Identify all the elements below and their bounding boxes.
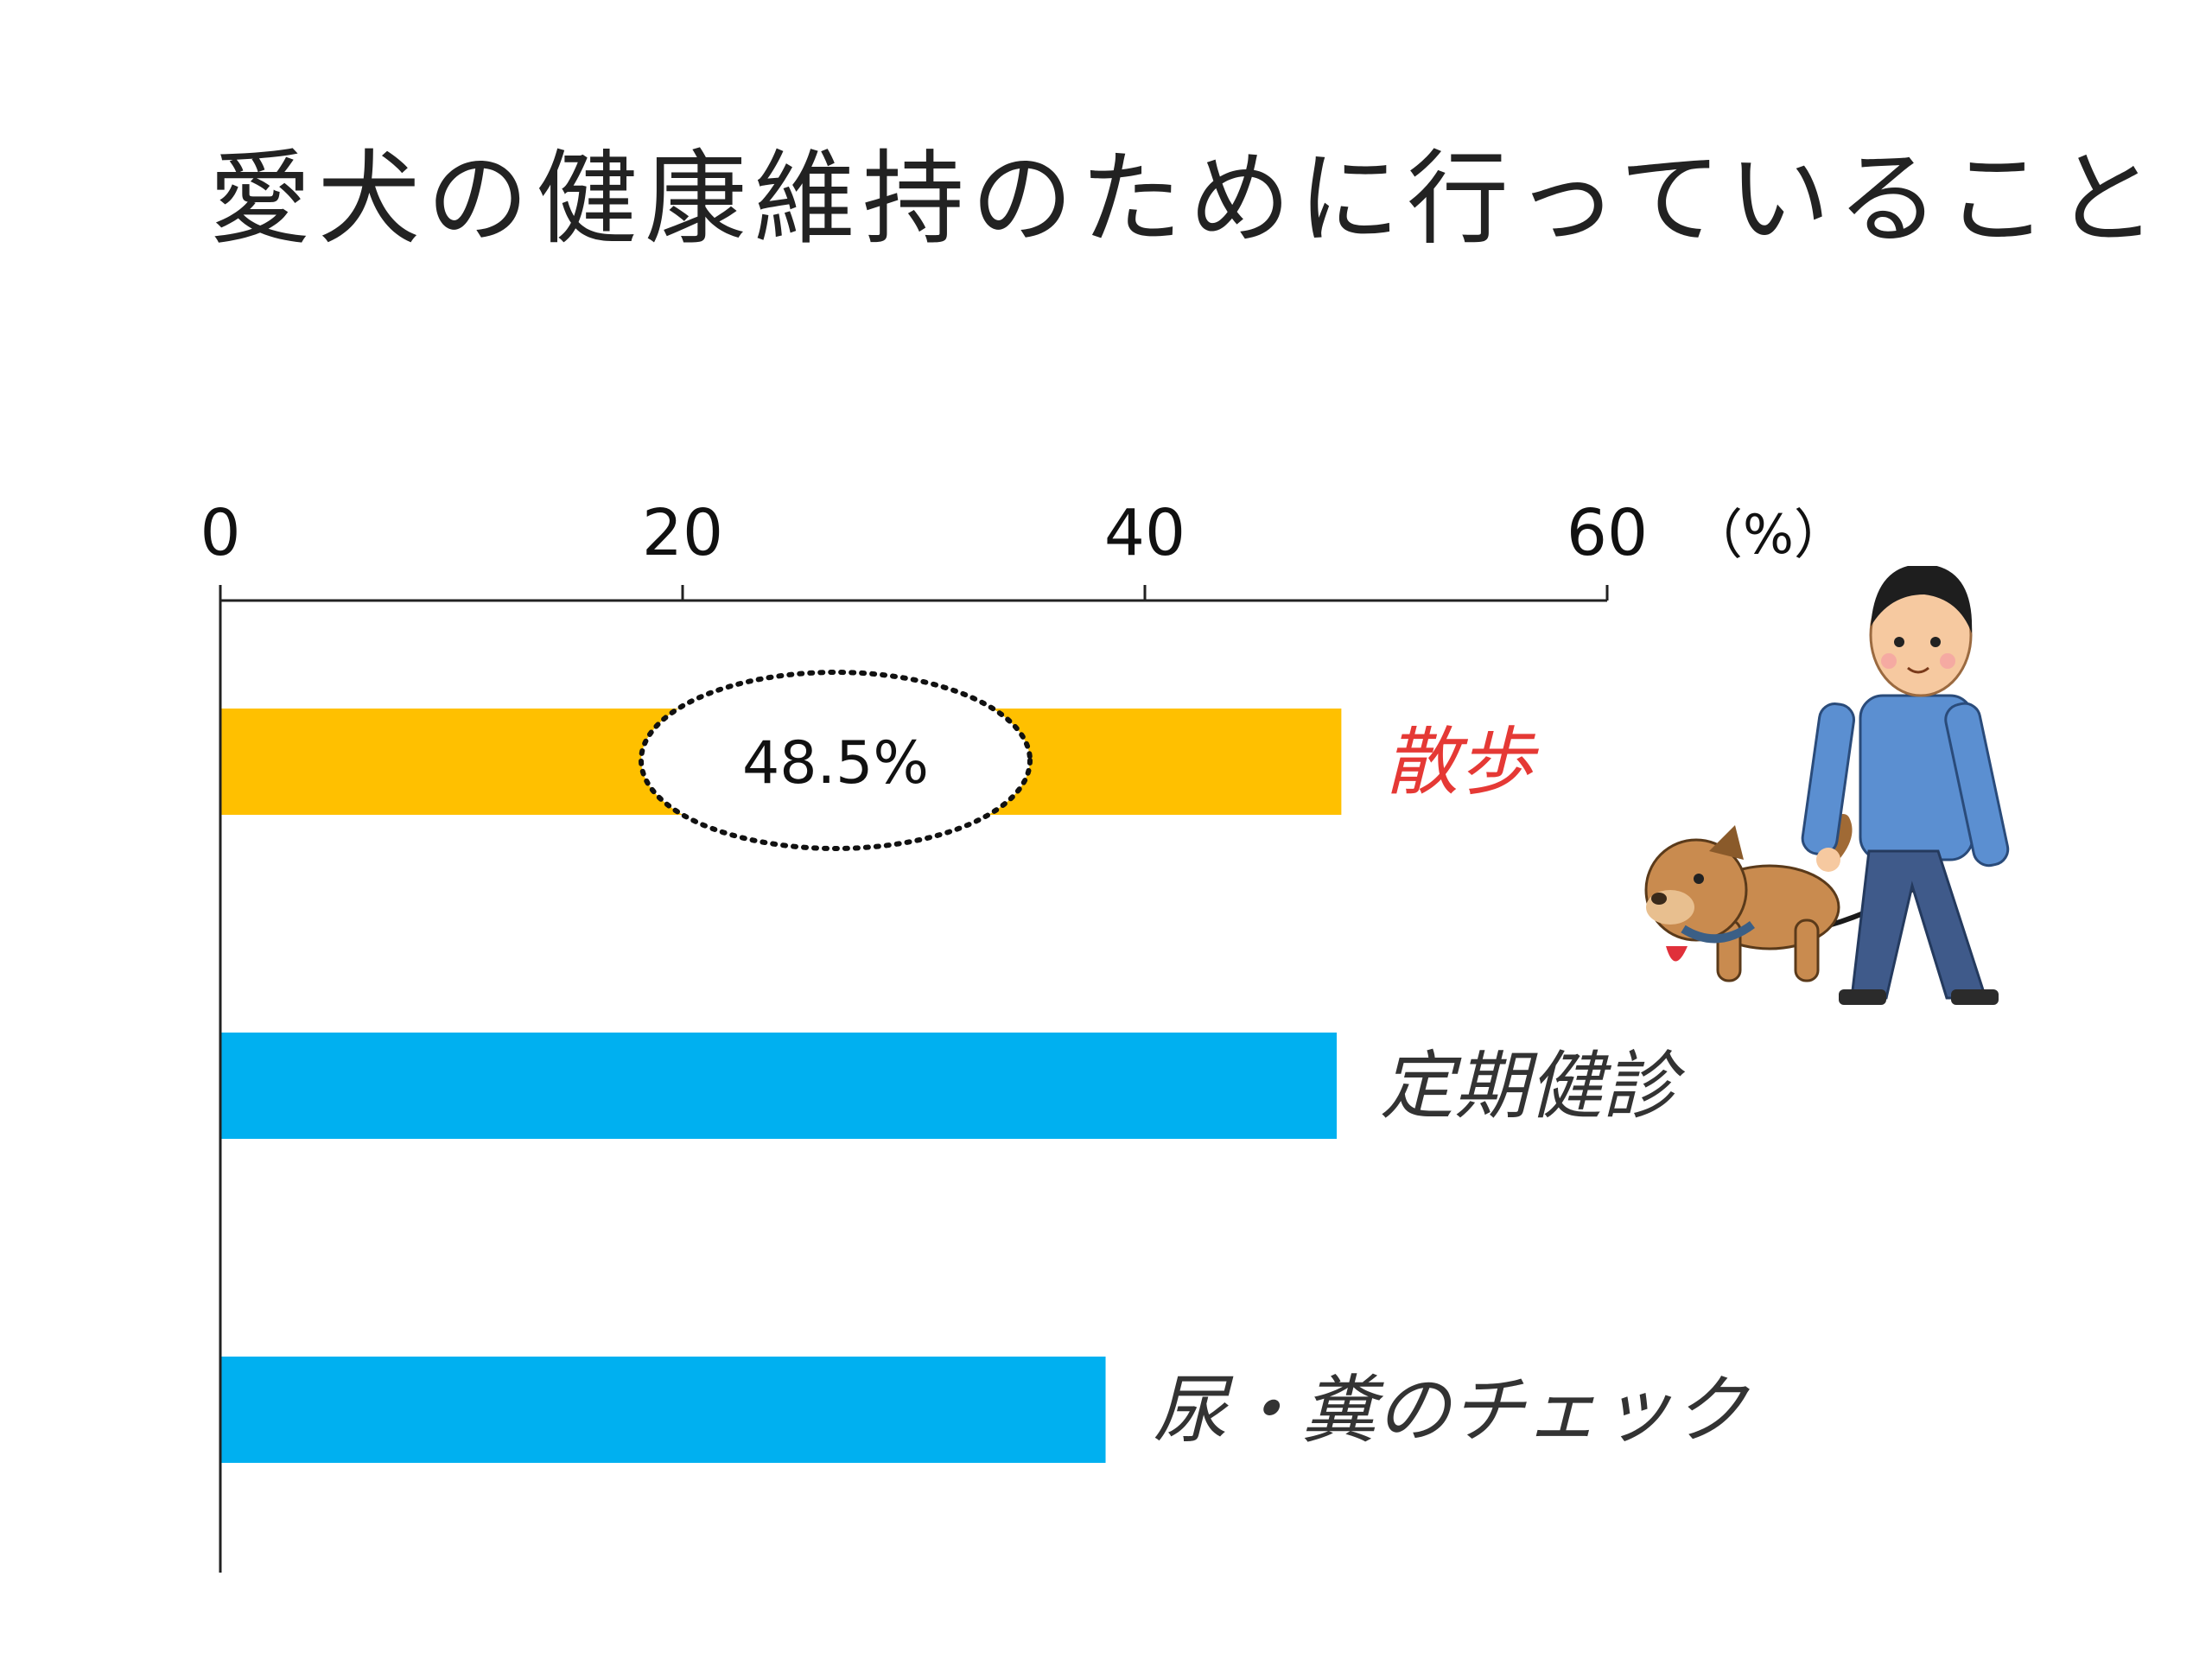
- dog-icon: [1644, 814, 1853, 982]
- category-label: 尿・糞のチェック: [1154, 1368, 1751, 1454]
- x-tick-label: 0: [200, 496, 240, 570]
- data-label: 48.5%: [742, 729, 929, 798]
- x-tick-label: 60: [1567, 496, 1648, 570]
- category-label: 定期健診: [1380, 1044, 1686, 1130]
- bar: [220, 1033, 1338, 1139]
- annotation-ellipse: [639, 670, 1033, 851]
- x-tick-label: 40: [1104, 496, 1185, 570]
- axis-unit-label: （%）: [1689, 503, 1847, 566]
- man-walking-dog-icon: [1644, 566, 2010, 1005]
- tick-labels: 0 20 40 60 （%）: [200, 496, 1847, 570]
- category-label: 散歩: [1384, 720, 1539, 806]
- man-icon: [1801, 566, 2010, 1005]
- bar: [220, 1357, 1106, 1463]
- chart-title: 愛犬の健康維持のために行っていること: [209, 139, 2164, 258]
- x-tick-label: 20: [642, 496, 723, 570]
- axis-layer: [219, 585, 1609, 1573]
- annotation-layer: 48.5%: [639, 670, 1033, 851]
